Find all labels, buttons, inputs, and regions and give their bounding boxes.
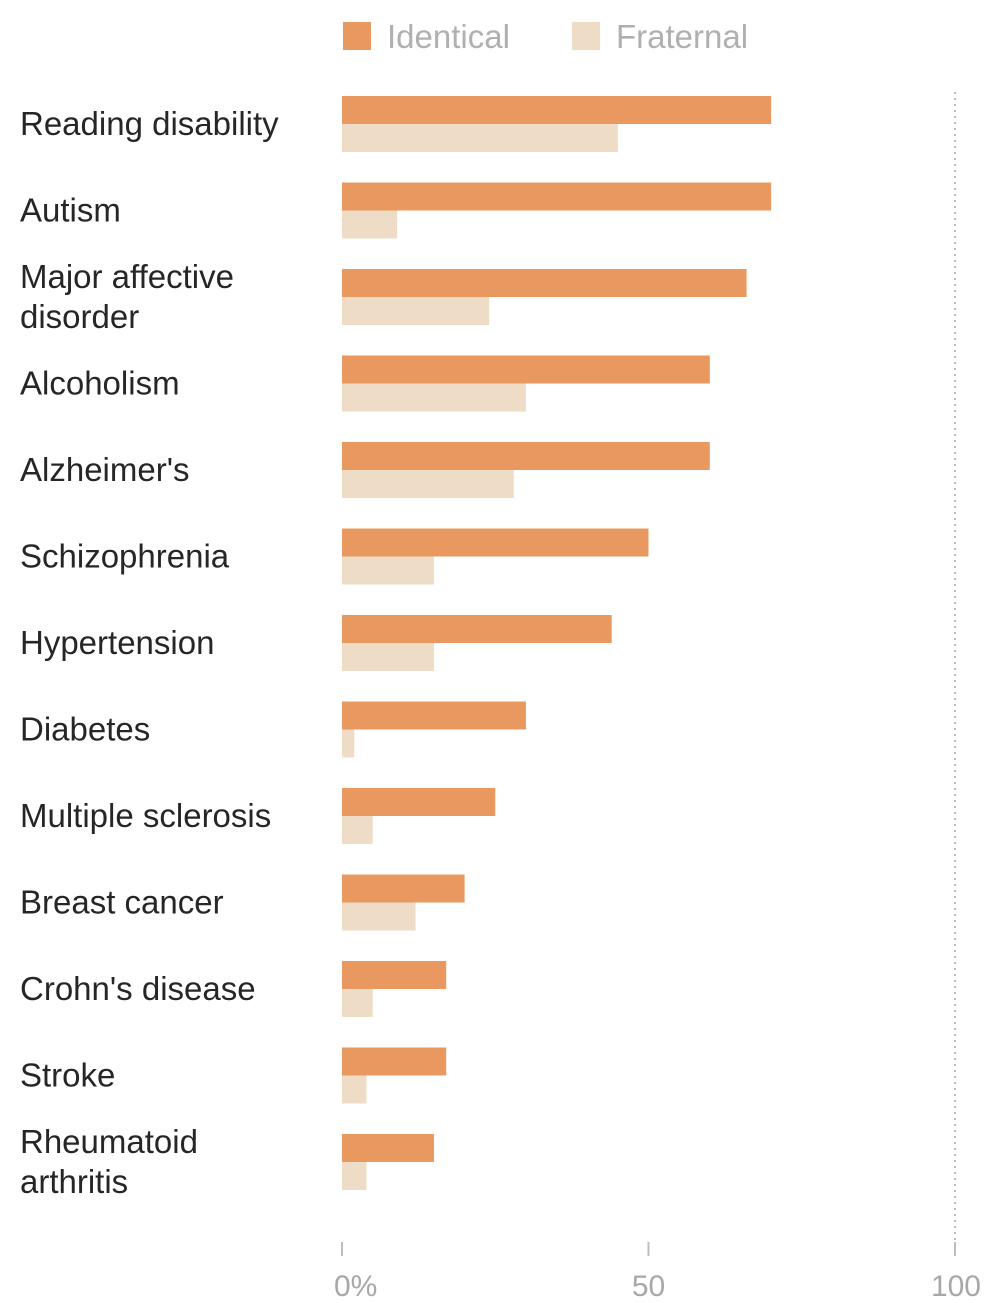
bar-fraternal-diabetes (342, 729, 355, 758)
legend-label-identical: Identical (387, 18, 510, 55)
bars (342, 96, 772, 1190)
bar-identical-schizophrenia (342, 528, 649, 557)
category-label-schizophrenia: Schizophrenia (20, 538, 230, 575)
bar-identical-major-affective-disorder (342, 269, 747, 297)
category-labels: Reading disability Autism Major affective d… (20, 105, 279, 1200)
bar-fraternal-hypertension (342, 643, 434, 671)
category-label-diabetes: Diabetes (20, 711, 150, 748)
category-label-rheumatoid-arthritis: Rheumatoid arthritis (20, 1123, 198, 1200)
bar-fraternal-breast-cancer (342, 902, 416, 931)
bar-identical-alzheimer-s (342, 442, 710, 470)
bar-fraternal-crohn-s-disease (342, 989, 373, 1017)
bar-fraternal-schizophrenia (342, 556, 434, 585)
bar-identical-crohn-s-disease (342, 961, 447, 989)
legend-swatch-identical (343, 22, 371, 50)
bar-identical-rheumatoid-arthritis (342, 1134, 434, 1162)
bar-identical-hypertension (342, 615, 612, 643)
category-label-autism: Autism (20, 192, 121, 229)
category-label-multiple-sclerosis: Multiple sclerosis (20, 797, 271, 834)
bar-fraternal-alzheimer-s (342, 470, 514, 498)
bar-identical-autism (342, 182, 772, 211)
bar-fraternal-stroke (342, 1075, 367, 1104)
bar-identical-alcoholism (342, 355, 710, 384)
bar-fraternal-rheumatoid-arthritis (342, 1162, 367, 1190)
category-label-breast-cancer: Breast cancer (20, 884, 224, 921)
bar-fraternal-reading-disability (342, 124, 618, 152)
bar-identical-reading-disability (342, 96, 772, 124)
bar-identical-breast-cancer (342, 874, 465, 903)
legend: Identical Fraternal (343, 18, 748, 55)
category-label-major-affective-disorder: Major affective disorder (20, 258, 234, 335)
category-label-stroke: Stroke (20, 1057, 115, 1094)
bar-identical-diabetes (342, 701, 526, 730)
bar-fraternal-multiple-sclerosis (342, 816, 373, 844)
bar-fraternal-autism (342, 210, 398, 239)
bar-identical-multiple-sclerosis (342, 788, 496, 816)
legend-label-fraternal: Fraternal (616, 18, 748, 55)
bar-fraternal-major-affective-disorder (342, 297, 490, 325)
x-tick-label-100: 100 (931, 1270, 981, 1303)
x-tick-label-50: 50 (632, 1270, 665, 1303)
legend-swatch-fraternal (572, 22, 600, 50)
bar-fraternal-alcoholism (342, 383, 526, 412)
x-axis: 0% 50 100 (334, 1242, 981, 1303)
category-label-hypertension: Hypertension (20, 624, 214, 661)
bar-identical-stroke (342, 1047, 447, 1076)
x-tick-label-0: 0% (334, 1270, 377, 1303)
category-label-alcoholism: Alcoholism (20, 365, 180, 402)
category-label-alzheimer-s: Alzheimer's (20, 451, 190, 488)
category-label-reading-disability: Reading disability (20, 105, 279, 142)
category-label-crohn-s-disease: Crohn's disease (20, 970, 256, 1007)
